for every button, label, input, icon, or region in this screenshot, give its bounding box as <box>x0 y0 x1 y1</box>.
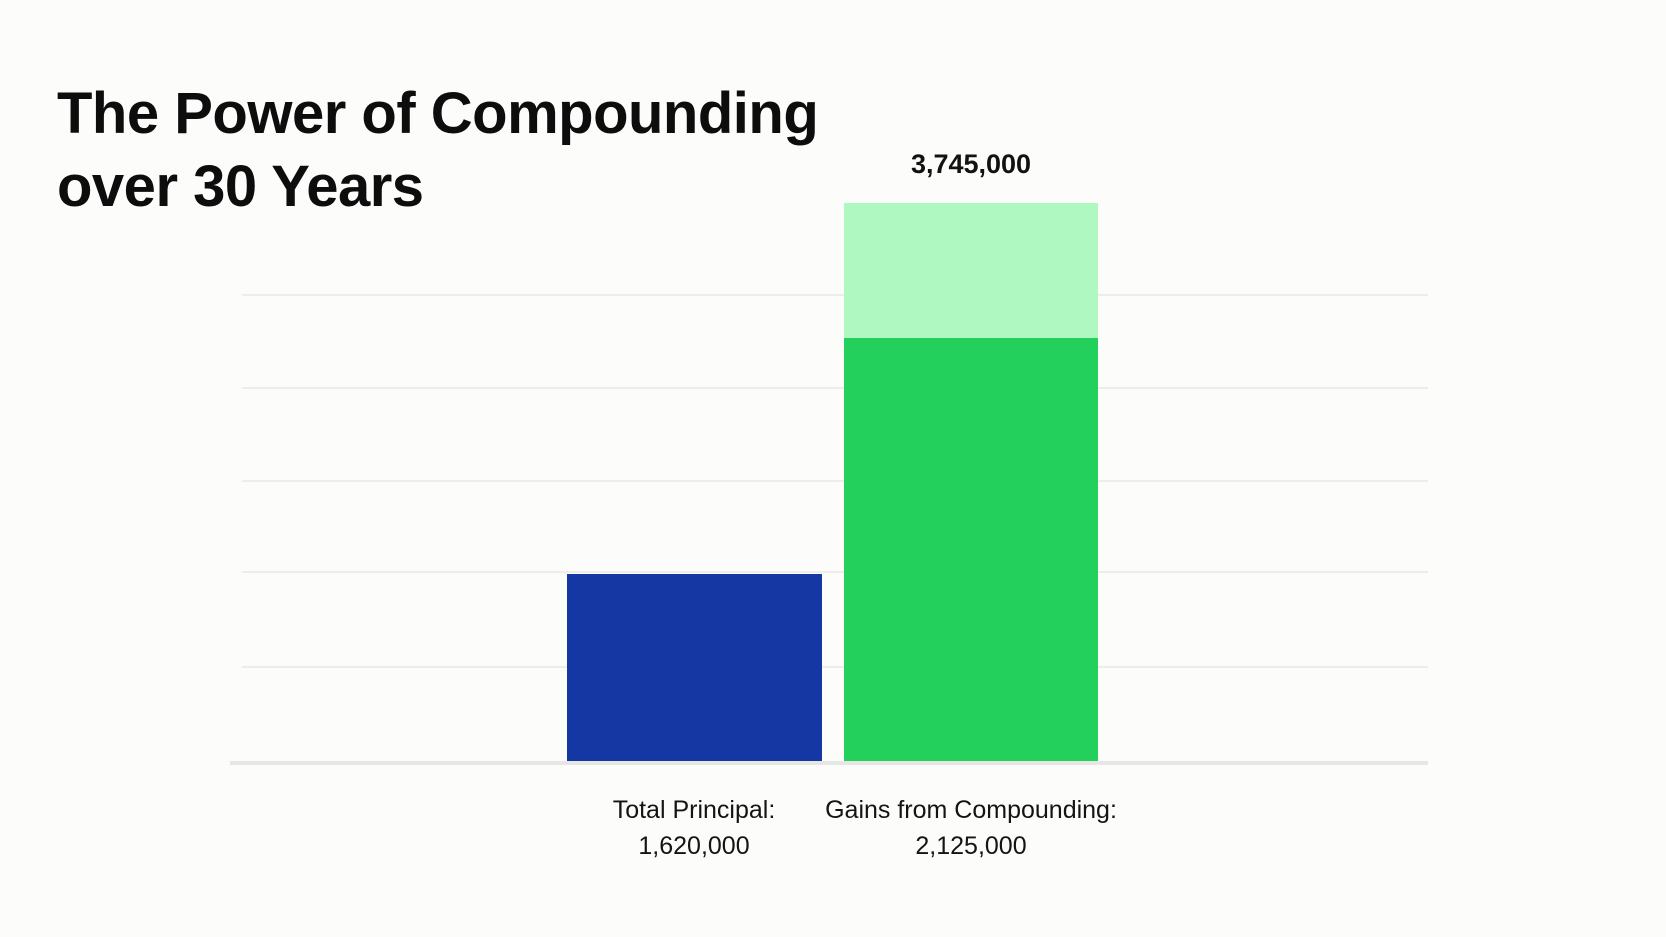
gridline <box>242 294 1428 296</box>
chart-title: The Power of Compounding over 30 Years <box>57 77 819 223</box>
category-label-total-principal: Total Principal: <box>612 796 776 824</box>
chart-title-line1: The Power of Compounding <box>57 80 819 146</box>
bar-gains-compounding <box>844 203 1098 761</box>
x-label-total-principal: Total Principal: 1,620,000 <box>534 792 854 864</box>
gridline <box>242 571 1428 573</box>
bar-total-principal <box>567 574 822 761</box>
category-label-gains-compounding: Gains from Compounding: <box>825 796 1117 824</box>
bar-segment-gains-dark <box>844 338 1098 761</box>
gridline <box>242 480 1428 482</box>
gridline <box>242 666 1428 668</box>
total-value-label: 3,745,000 <box>910 149 1032 179</box>
gridline <box>242 387 1428 389</box>
category-value-total-principal: 1,620,000 <box>638 832 750 860</box>
category-value-gains-compounding: 2,125,000 <box>915 832 1027 860</box>
x-label-gains-compounding: Gains from Compounding: 2,125,000 <box>780 792 1162 864</box>
x-axis-line <box>230 761 1428 765</box>
bar-segment-gains-light <box>844 203 1098 338</box>
chart-title-line2: over 30 Years <box>57 153 424 219</box>
